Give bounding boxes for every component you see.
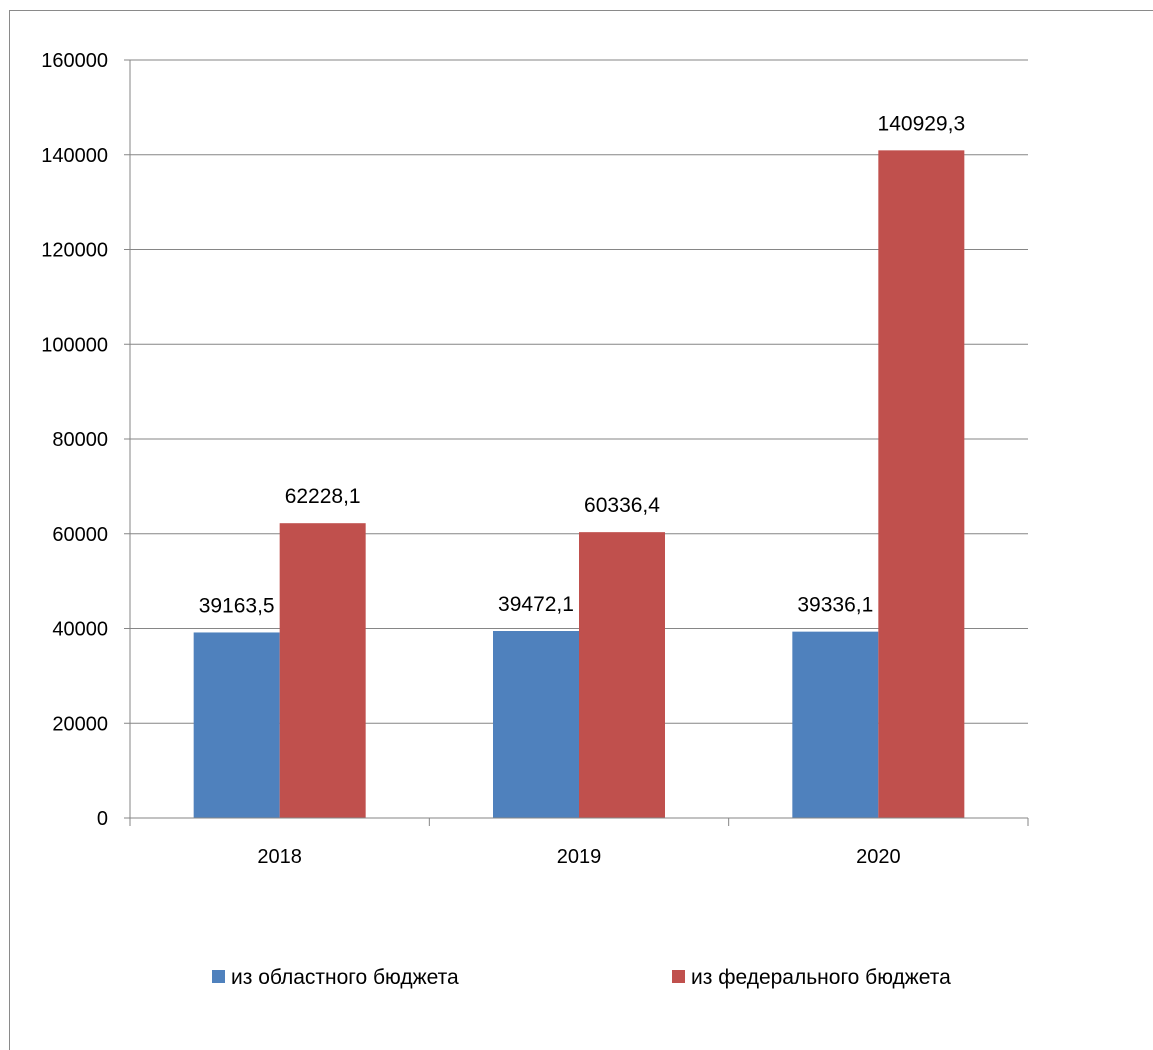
y-tick-label: 120000 <box>41 240 108 262</box>
y-tick-label: 0 <box>97 808 108 830</box>
y-axis-ticks: 0 20000 40000 60000 80000 100000 120000 140000 1… <box>41 50 108 830</box>
data-label: 39163,5 <box>199 594 275 617</box>
chart-frame <box>9 10 1153 1050</box>
data-label: 39472,1 <box>498 593 574 616</box>
x-tick-label: 2019 <box>557 846 602 868</box>
axes <box>124 59 1029 826</box>
y-tick-label: 140000 <box>41 145 108 167</box>
legend-swatch <box>672 970 685 983</box>
data-label: 39336,1 <box>797 594 873 617</box>
legend-label: из федерального бюджета <box>691 966 951 989</box>
bar <box>579 532 665 818</box>
bar <box>792 631 879 818</box>
data-label: 140929,3 <box>878 112 966 135</box>
y-tick-label: 60000 <box>52 524 108 546</box>
x-tick-label: 2020 <box>856 846 901 868</box>
y-tick-label: 40000 <box>52 619 108 641</box>
y-tick-label: 160000 <box>41 50 108 72</box>
y-tick-label: 20000 <box>52 713 108 735</box>
data-label: 62228,1 <box>285 485 361 508</box>
legend-swatch <box>212 970 225 983</box>
data-labels: 39163,5 62228,1 39472,1 60336,4 39336,1 14092… <box>199 112 965 617</box>
y-tick-label: 100000 <box>41 334 108 356</box>
legend: из областного бюджета из федерального бюд… <box>212 966 951 989</box>
bar <box>279 523 366 818</box>
bar <box>878 150 965 819</box>
legend-label: из областного бюджета <box>231 966 459 989</box>
y-tick-label: 80000 <box>52 429 108 451</box>
data-label: 60336,4 <box>584 494 660 517</box>
bar <box>193 632 280 818</box>
bars <box>193 150 965 819</box>
bar <box>493 631 579 818</box>
x-axis-ticks: 2018 2019 2020 <box>257 846 900 868</box>
x-tick-label: 2018 <box>257 846 302 868</box>
